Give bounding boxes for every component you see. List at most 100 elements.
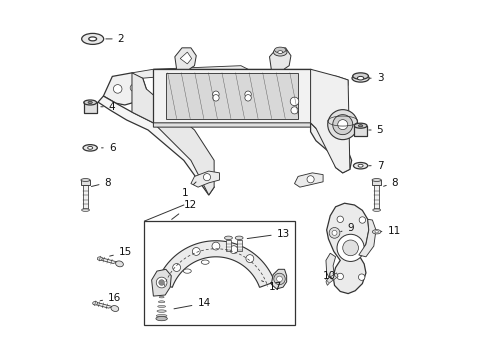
Bar: [81, 180, 90, 185]
Ellipse shape: [83, 145, 97, 151]
Ellipse shape: [372, 230, 380, 234]
Text: 4: 4: [101, 102, 115, 112]
Ellipse shape: [159, 296, 164, 298]
Polygon shape: [98, 96, 214, 195]
Ellipse shape: [81, 179, 90, 181]
Circle shape: [276, 276, 282, 282]
Ellipse shape: [277, 51, 282, 54]
Text: 8: 8: [91, 177, 111, 188]
Circle shape: [336, 234, 364, 261]
Ellipse shape: [157, 305, 165, 307]
Polygon shape: [325, 253, 335, 280]
Ellipse shape: [357, 76, 363, 80]
Polygon shape: [93, 302, 113, 308]
Circle shape: [156, 277, 166, 288]
Circle shape: [336, 216, 343, 222]
Polygon shape: [325, 273, 337, 285]
Circle shape: [229, 246, 237, 253]
Ellipse shape: [111, 306, 119, 311]
Ellipse shape: [353, 162, 367, 169]
Polygon shape: [358, 219, 375, 257]
Polygon shape: [180, 52, 191, 64]
Text: 1: 1: [182, 182, 196, 198]
Circle shape: [332, 114, 352, 135]
Ellipse shape: [371, 179, 381, 181]
Circle shape: [172, 264, 180, 271]
Circle shape: [130, 84, 137, 91]
Ellipse shape: [224, 236, 232, 240]
Ellipse shape: [274, 47, 285, 53]
Text: 2: 2: [105, 34, 124, 44]
Ellipse shape: [372, 208, 380, 211]
Ellipse shape: [351, 74, 368, 82]
Ellipse shape: [156, 315, 166, 317]
Polygon shape: [310, 69, 347, 85]
Ellipse shape: [87, 147, 93, 149]
Text: 17: 17: [261, 281, 282, 292]
Polygon shape: [310, 123, 351, 173]
Circle shape: [290, 97, 298, 106]
Circle shape: [328, 228, 339, 238]
Polygon shape: [165, 73, 298, 118]
Polygon shape: [310, 69, 349, 173]
Text: 12: 12: [171, 200, 197, 219]
Ellipse shape: [157, 310, 166, 312]
Text: 16: 16: [100, 293, 121, 303]
Bar: [353, 126, 366, 136]
Ellipse shape: [235, 236, 243, 240]
Text: 8: 8: [383, 177, 398, 188]
Text: 15: 15: [109, 247, 132, 257]
Ellipse shape: [374, 231, 378, 233]
Circle shape: [159, 280, 164, 285]
Ellipse shape: [115, 261, 123, 267]
Circle shape: [192, 248, 200, 255]
Polygon shape: [269, 48, 290, 69]
Text: 3: 3: [369, 73, 383, 83]
Ellipse shape: [273, 48, 286, 56]
Ellipse shape: [358, 125, 362, 127]
Text: 9: 9: [340, 223, 353, 233]
Ellipse shape: [88, 37, 97, 41]
Ellipse shape: [201, 260, 209, 264]
Ellipse shape: [97, 257, 102, 260]
Circle shape: [336, 273, 343, 280]
Text: 10: 10: [322, 271, 335, 281]
Polygon shape: [103, 73, 146, 105]
Circle shape: [245, 255, 253, 262]
Circle shape: [244, 91, 251, 98]
Text: 5: 5: [368, 125, 383, 135]
Polygon shape: [153, 123, 315, 133]
Circle shape: [203, 174, 210, 181]
Text: 11: 11: [380, 226, 400, 236]
Ellipse shape: [156, 316, 167, 321]
Bar: [83, 103, 97, 113]
Circle shape: [327, 110, 357, 140]
Bar: [371, 180, 381, 185]
Ellipse shape: [353, 123, 366, 128]
Ellipse shape: [93, 301, 98, 305]
Polygon shape: [175, 48, 196, 69]
Circle shape: [113, 85, 122, 93]
Circle shape: [273, 273, 285, 285]
Circle shape: [358, 217, 365, 223]
Ellipse shape: [183, 269, 191, 273]
Ellipse shape: [81, 208, 89, 211]
Text: 6: 6: [102, 143, 115, 153]
Circle shape: [212, 95, 219, 101]
Circle shape: [337, 120, 347, 130]
Bar: [236, 240, 241, 251]
Polygon shape: [132, 66, 247, 78]
Text: 7: 7: [368, 161, 383, 171]
Polygon shape: [153, 69, 310, 123]
Circle shape: [306, 176, 313, 183]
Bar: [83, 185, 88, 210]
Polygon shape: [271, 269, 286, 289]
Bar: [144, 221, 294, 325]
Polygon shape: [326, 203, 368, 294]
Circle shape: [331, 230, 336, 235]
Polygon shape: [98, 258, 117, 264]
Ellipse shape: [357, 164, 363, 167]
Bar: [373, 185, 378, 210]
Circle shape: [212, 91, 219, 98]
Circle shape: [290, 107, 298, 114]
